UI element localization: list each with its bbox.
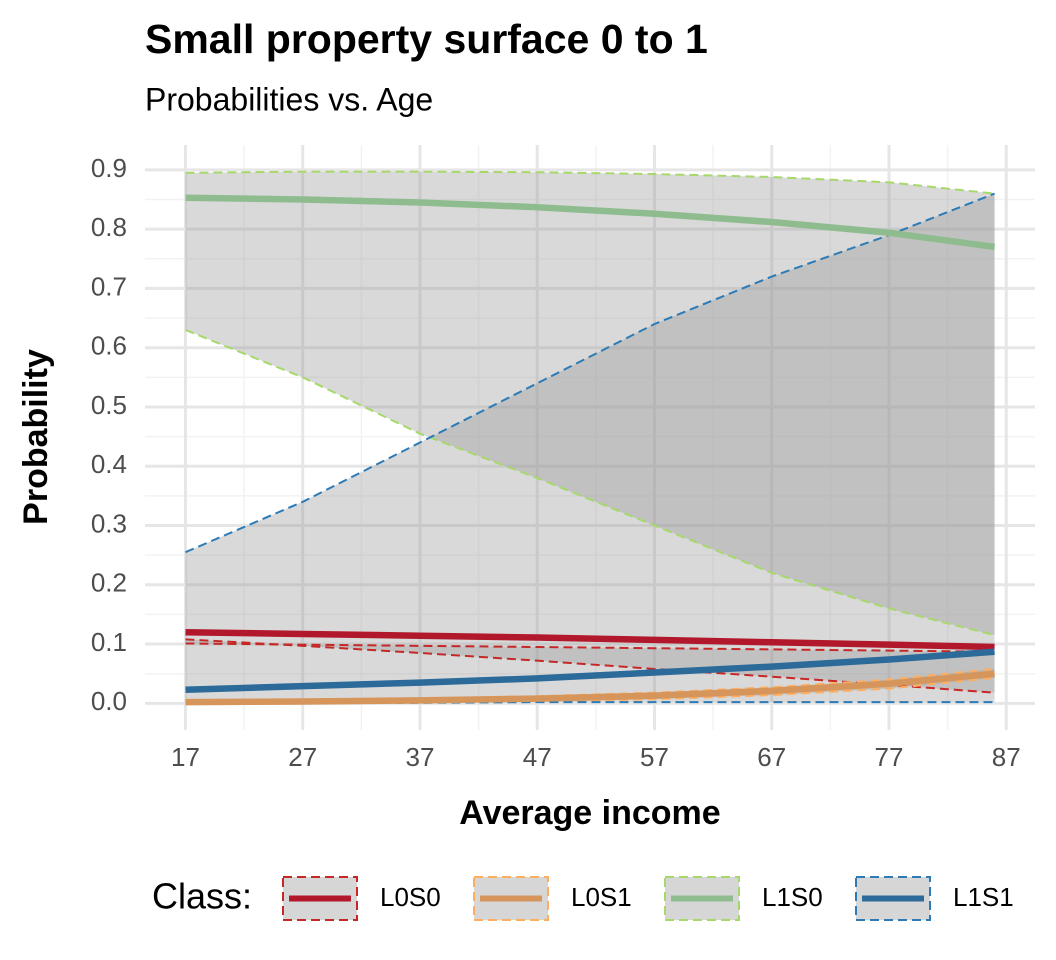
line <box>185 670 995 706</box>
line <box>185 648 995 693</box>
x-tick-label: 77 <box>875 742 904 772</box>
y-tick-label: 0.9 <box>91 153 127 183</box>
legend-label: L0S0 <box>380 882 441 912</box>
x-axis-label: Average income <box>459 794 720 832</box>
line <box>185 628 995 651</box>
band-edge <box>185 642 995 653</box>
y-tick-label: 0.8 <box>91 212 127 242</box>
x-tick-label: 57 <box>640 742 669 772</box>
y-tick-label: 0.6 <box>91 331 127 361</box>
x-tick-label: 17 <box>171 742 200 772</box>
band-edge <box>185 701 995 704</box>
y-tick-label: 0.7 <box>91 271 127 301</box>
confidence-band <box>185 639 995 693</box>
y-tick-label: 0.0 <box>91 686 127 716</box>
chart-title: Small property surface 0 to 1 <box>145 16 708 62</box>
legend-title: Class: <box>152 876 252 917</box>
legend-label: L0S1 <box>571 882 632 912</box>
line <box>185 194 995 251</box>
x-tick-label: 87 <box>992 742 1021 772</box>
y-tick-label: 0.4 <box>91 449 127 479</box>
x-tick-label: 47 <box>523 742 552 772</box>
y-axis-label: Probability <box>17 349 55 525</box>
y-tick-label: 0.1 <box>91 627 127 657</box>
y-tick-label: 0.5 <box>91 390 127 420</box>
band-edge <box>185 192 995 554</box>
legend-label: L1S1 <box>953 882 1014 912</box>
x-tick-label: 27 <box>288 742 317 772</box>
band-edge <box>185 328 995 637</box>
band-edge <box>185 170 995 195</box>
legend-label: L1S0 <box>762 882 823 912</box>
chart-subtitle: Probabilities vs. Age <box>145 81 433 117</box>
x-tick-label: 37 <box>406 742 435 772</box>
confidence-band <box>185 193 995 703</box>
band-edge <box>185 676 995 705</box>
x-tick-label: 67 <box>757 742 786 772</box>
y-tick-label: 0.2 <box>91 568 127 598</box>
confidence-band <box>185 171 995 636</box>
y-tick-label: 0.3 <box>91 508 127 538</box>
band-edge <box>185 638 995 694</box>
